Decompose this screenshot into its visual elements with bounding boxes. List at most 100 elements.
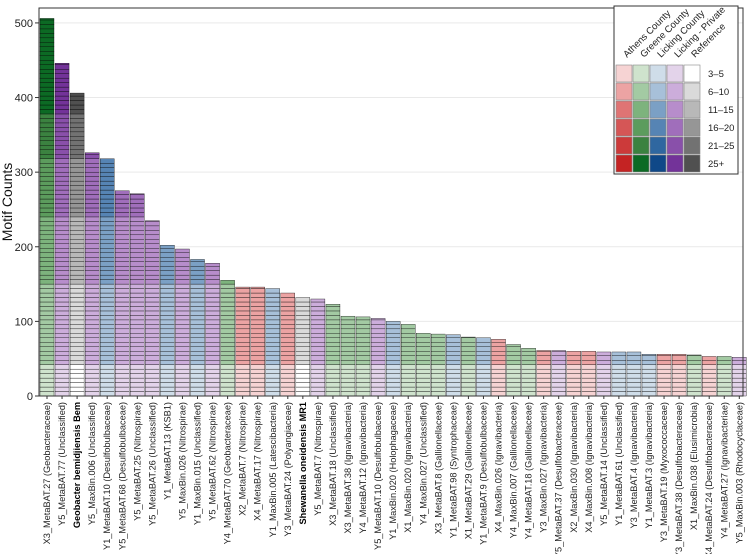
bar-33 <box>521 348 536 397</box>
bar-segment <box>190 368 205 374</box>
x-tick-label-27: X3_MetaBAT.8 (Gallionellaceae) <box>433 402 443 534</box>
bar-segment <box>145 239 160 244</box>
bar-segment <box>220 288 235 294</box>
bar-31 <box>491 339 506 397</box>
bar-segment <box>596 391 612 397</box>
bar-segment <box>295 373 311 379</box>
bar-segment <box>431 368 446 374</box>
bar-segment <box>250 310 265 316</box>
bar-segment <box>370 364 386 370</box>
x-tick-label-42: Y3_MetaBAT.19 (Myxococcaceae) <box>659 402 669 542</box>
bar-segment <box>205 270 220 276</box>
bar-segment <box>476 373 491 379</box>
bar-segment <box>340 328 356 334</box>
bar-segment <box>190 270 205 276</box>
bar-segment <box>39 42 55 47</box>
bar-segment <box>160 252 175 258</box>
bar-segment <box>416 346 431 352</box>
bar-segment <box>54 100 70 106</box>
legend-swatch <box>666 82 684 101</box>
bar-segment <box>54 154 70 159</box>
bar-segment <box>235 364 250 370</box>
bar-segment <box>175 391 190 397</box>
bar-segment <box>39 154 55 159</box>
bar-segment <box>69 203 85 209</box>
bar-40 <box>626 351 642 397</box>
bar-segment <box>100 324 115 330</box>
bar-segment <box>54 351 70 356</box>
bar-segment <box>115 265 130 271</box>
bar-segment <box>190 386 205 392</box>
bar-segment <box>250 333 265 338</box>
bar-segment <box>54 91 70 97</box>
bar-segment <box>355 386 371 392</box>
bar-segment <box>295 346 311 352</box>
bar-segment <box>100 167 115 173</box>
bar-segment <box>84 243 100 249</box>
bar-segment <box>265 315 280 321</box>
bar-segment <box>100 248 115 253</box>
bar-segment <box>235 286 250 289</box>
bar-segment <box>69 265 85 271</box>
bar-segment <box>115 377 130 383</box>
bar-segment <box>54 279 70 285</box>
bar-segment <box>39 274 55 280</box>
bar-segment <box>205 386 220 392</box>
bar-segment <box>130 319 145 325</box>
bar-segment <box>431 346 446 352</box>
bar-segment <box>370 346 386 352</box>
bar-segment <box>39 171 55 177</box>
bar-25 <box>401 324 416 397</box>
bar-segment <box>355 351 371 356</box>
bar-segment <box>190 315 205 321</box>
bar-segment <box>145 288 160 294</box>
bar-21 <box>340 315 356 397</box>
bar-segment <box>280 301 295 307</box>
bar-segment <box>506 382 521 388</box>
bar-segment <box>235 373 250 379</box>
bar-segment <box>54 333 70 338</box>
bar-segment <box>145 342 160 347</box>
bar-segment <box>69 140 85 146</box>
bar-29 <box>461 336 476 397</box>
legend-swatch <box>683 154 701 173</box>
bar-segment <box>69 364 85 370</box>
bar-segment <box>175 297 190 303</box>
bar-segment <box>175 373 190 379</box>
bar-segment <box>325 324 341 330</box>
bar-segment <box>160 245 175 249</box>
bar-segment <box>671 373 687 379</box>
bar-segment <box>205 342 220 347</box>
bar-segment <box>115 310 130 316</box>
bar-segment <box>100 185 115 191</box>
bar-segment <box>280 324 295 330</box>
bar-segment <box>717 356 732 361</box>
bar-segment <box>235 315 250 321</box>
bar-segment <box>431 351 446 356</box>
bar-segment <box>175 274 190 280</box>
bar-segment <box>54 145 70 150</box>
bar-segment <box>69 310 85 316</box>
bar-segment <box>54 261 70 267</box>
bar-segment <box>160 391 175 397</box>
bar-segment <box>115 190 130 195</box>
bar-segment <box>401 337 416 343</box>
bar-segment <box>431 333 446 338</box>
bar-8 <box>145 220 160 397</box>
bar-segment <box>54 73 70 79</box>
bar-segment <box>190 364 205 370</box>
bar-segment <box>54 95 70 101</box>
x-tick-label-44: X1_MaxBin.038 (Elusimicrobia) <box>689 402 699 530</box>
bar-segment <box>325 306 341 312</box>
bar-segment <box>115 207 130 213</box>
bar-segment <box>84 261 100 267</box>
bar-segment <box>310 319 326 325</box>
bar-segment <box>536 355 551 361</box>
bar-segment <box>115 261 130 267</box>
bar-segment <box>446 355 461 361</box>
bar-segment <box>265 292 280 298</box>
bar-segment <box>295 364 311 370</box>
bar-segment <box>596 386 612 392</box>
bar-segment <box>100 368 115 374</box>
bar-segment <box>69 189 85 195</box>
